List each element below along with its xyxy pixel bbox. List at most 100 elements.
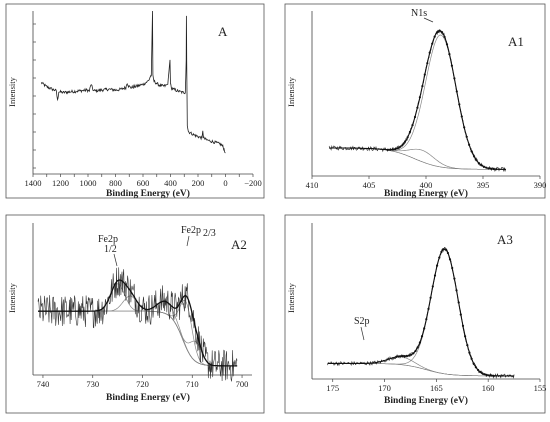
panel-a1-fit-marker	[401, 143, 404, 146]
panel-a3-s2p-arrow	[360, 326, 365, 341]
panel-a1-ylabel: Intensity	[286, 76, 296, 106]
panel-a3-components	[327, 248, 515, 377]
panel-a-x-tick-label: 800	[109, 178, 122, 188]
panel-a2-fit-envelope	[38, 279, 238, 367]
panel-a3-fit-marker	[455, 289, 458, 292]
panel-a1-fit-envelope	[329, 30, 506, 170]
panel-a2-fe2p-label: Fe2p	[181, 225, 201, 236]
panel-a3-x-tick-label: 170	[378, 383, 391, 393]
panel-a3-fit-marker	[403, 355, 406, 358]
panel-a3-fit-marker	[433, 274, 437, 277]
panel-a1-x-tick-label: 395	[477, 180, 490, 190]
panel-a1-fit-marker	[455, 90, 458, 93]
panel-a1-fit-marker	[408, 130, 412, 133]
panel-a1-fit-marker	[426, 62, 429, 65]
panel-a3-fit-marker	[483, 373, 486, 376]
panel-a1-x-ticks: 410 405 400 395 390	[306, 176, 546, 190]
panel-a1-fit-marker	[396, 147, 399, 150]
panel-a2-x-tick-label: 740	[37, 379, 50, 389]
panel-a1-fit-marker	[423, 73, 426, 76]
panel-a2-xlabel: Binding Energy (eV)	[106, 392, 190, 403]
panel-a3-fit-marker	[453, 277, 456, 280]
panel-a2-fe2p-half-sub: 1/2	[104, 244, 117, 255]
panel-a1-fit-marker	[394, 147, 397, 151]
panel-a-frame	[5, 3, 265, 199]
panel-a3-fit-marker	[472, 362, 475, 365]
panel-a1-fit-marker	[470, 150, 473, 153]
panel-a-x-tick-label: 400	[164, 178, 177, 188]
panel-a1-fit-marker	[450, 64, 453, 67]
panel-a3-fit-marker	[401, 355, 404, 358]
panel-a-x-tick-label: 1400	[25, 178, 42, 188]
panel-a1-fit-marker	[441, 31, 444, 34]
panel-a3-component-1	[327, 248, 515, 377]
panel-a-y-ticks	[33, 23, 36, 169]
panel-a2-label: A2	[231, 237, 247, 252]
panel-a3-x-tick-label: 165	[430, 383, 443, 393]
panel-a2: 740 730 720 710 700 Binding Energy (eV) Inte…	[5, 214, 265, 414]
panel-a1: 410 405 400 395 390 Binding Energy (eV) Inte…	[284, 3, 546, 199]
panel-a1-x-tick-label: 405	[363, 180, 376, 190]
panel-a3-fit-marker	[485, 373, 488, 376]
panel-a1-fit-marker	[416, 106, 419, 109]
panel-a1-fit-marker	[468, 143, 471, 146]
panel-a3-fit-marker	[461, 324, 465, 327]
panel-a2-fe2p-half-label: Fe2p	[98, 234, 118, 245]
panel-a1-fit-marker	[443, 35, 446, 38]
panel-a3-fit-marker	[397, 355, 400, 358]
panel-a3-fit-marker	[399, 355, 402, 358]
panel-a1-frame	[284, 3, 546, 199]
panel-a3: 175 170 165 160 155 Binding Energy (eV) Inte…	[284, 214, 547, 414]
panel-a3-fit-marker	[416, 346, 419, 349]
panel-a2-x-tick-label: 700	[236, 379, 249, 389]
panel-a2-components	[38, 283, 238, 367]
panel-a1-fit-marker	[485, 166, 488, 169]
panel-a2-fe2p-half-arrow	[113, 253, 118, 267]
panel-a-x-tick-label: 200	[192, 178, 205, 188]
panel-a2-component-5	[38, 310, 238, 367]
panel-a1-x-tick-label: 410	[306, 180, 319, 190]
panel-a3-fit-marker	[440, 250, 443, 254]
panel-a3-fit-marker	[446, 251, 449, 255]
panel-a1-fit-marker	[495, 168, 498, 171]
panel-a1-fit-marker	[391, 148, 394, 151]
panel-a-x-ticks: 1400 1200 1000 800 600 400 200 0 −200	[25, 174, 262, 188]
panel-a3-fit-marker	[427, 307, 430, 310]
panel-a-x-tick-label: 600	[137, 178, 150, 188]
panel-a1-fit-marker	[482, 165, 485, 168]
panel-a: 1400 1200 1000 800 600 400 200 0 −200 Binding En…	[5, 3, 265, 199]
panel-a2-raw-data	[37, 267, 238, 382]
panel-a2-component-1	[38, 283, 238, 367]
panel-a3-fit-marker	[408, 354, 411, 357]
panel-a2-background	[38, 310, 238, 367]
panel-a3-frame	[284, 214, 546, 414]
panel-a3-fit-marker	[448, 258, 452, 261]
panel-a1-fit-marker	[389, 148, 392, 151]
panel-a1-xlabel: Binding Energy (eV)	[384, 188, 468, 199]
panel-a3-label: A3	[497, 232, 513, 247]
panel-a1-fit-marker	[458, 103, 461, 106]
panel-a3-fit-marker	[451, 266, 454, 270]
panel-a-x-tick-label: 0	[223, 178, 227, 188]
panel-a3-fit-marker	[418, 341, 421, 344]
panel-a1-n1s-arrow	[423, 17, 434, 23]
panel-a3-x-tick-label: 155	[534, 383, 547, 393]
panel-a1-fit-marker	[428, 51, 431, 54]
panel-a2-fe2p-sub: 2/3	[203, 228, 216, 239]
panel-a1-fit-marker	[406, 136, 409, 139]
panel-a3-fit-marker	[459, 313, 462, 316]
panel-a3-fit-marker	[438, 256, 441, 259]
panel-a3-raw-data	[327, 247, 515, 379]
panel-a1-fit-markers	[386, 29, 498, 171]
panel-a2-component-2	[38, 295, 238, 367]
panel-a1-fit-marker	[475, 159, 478, 162]
panel-a1-fit-marker	[421, 85, 424, 88]
panel-a1-fit-marker	[460, 115, 463, 118]
panel-a3-x-tick-label: 175	[326, 383, 339, 393]
panel-a1-fit-marker	[413, 115, 417, 119]
panel-a3-s2p-label: S2p	[354, 316, 370, 327]
panel-a1-fit-marker	[445, 43, 449, 46]
panel-a-x-tick-label: 1000	[80, 178, 97, 188]
